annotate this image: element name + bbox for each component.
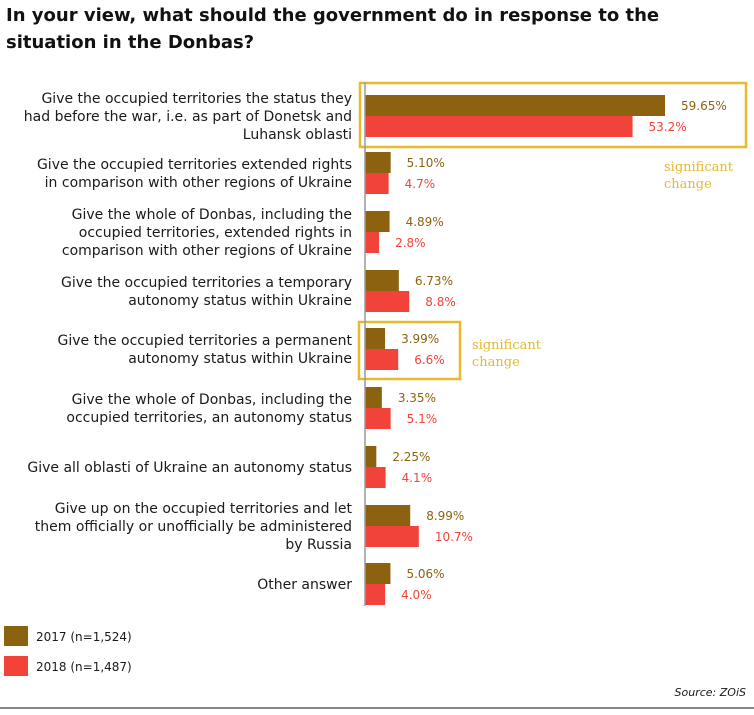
category-label: Other answer [257,577,352,593]
significant-change-note: significant [472,338,542,353]
labels-layer: Give the occupied territories the status… [24,91,734,602]
bar-2017 [365,446,377,467]
category-label: them officially or unofficially be admin… [35,519,352,535]
category-label: in comparison with other regions of Ukra… [45,175,352,191]
category-label: Give the whole of Donbas, including the [72,207,352,223]
category-label: Give the whole of Donbas, including the [72,392,352,408]
bar-2018 [365,584,386,605]
highlights-layer [357,81,748,381]
category-label: autonomy status within Ukraine [128,351,352,367]
significant-change-note: change [664,177,712,192]
category-label: had before the war, i.e. as part of Done… [24,109,352,125]
bar-2017 [365,152,391,173]
significant-change-note: change [472,355,520,370]
category-label: occupied territories, extended rights in [79,225,352,241]
highlight-box [358,81,748,149]
bars-layer [365,95,665,605]
bar-2018 [365,467,386,488]
bar-2017 [365,505,411,526]
source-note: Source: ZOiS [675,686,746,699]
category-label: Give the occupied territories the status… [41,91,352,107]
data-label-2018: 4.7% [405,177,436,191]
chart-title: In your view, what should the government… [6,5,660,53]
legend-swatch-2018 [4,656,28,676]
data-label-2018: 4.0% [401,588,432,602]
data-label-2018: 8.8% [425,295,456,309]
category-label: occupied territories, an autonomy status [66,410,352,426]
category-label: Give the occupied territories a temporar… [61,275,352,291]
bar-2018 [365,408,391,429]
legend-swatch-2017 [4,626,28,646]
legend-label-2018: 2018 (n=1,487) [36,660,132,674]
category-label: Give all oblasti of Ukraine an autonomy … [27,460,352,476]
bar-2017 [365,211,390,232]
bar-2018 [365,526,419,547]
significant-change-note: significant [664,160,734,175]
data-label-2017: 3.99% [401,332,439,346]
data-label-2017: 59.65% [681,99,727,113]
bar-2018 [365,116,633,137]
category-label: Luhansk oblasti [243,127,352,143]
data-label-2017: 2.25% [392,450,430,464]
bar-2017 [365,387,382,408]
bar-2018 [365,173,389,194]
data-label-2017: 8.99% [426,509,464,523]
bar-2017 [365,95,665,116]
bar-2017 [365,563,391,584]
bar-2017 [365,270,399,291]
category-label: Give the occupied territories extended r… [37,157,352,173]
highlight-box [357,320,462,381]
legend: 2017 (n=1,524) 2018 (n=1,487) [4,626,132,676]
data-label-2018: 53.2% [649,120,687,134]
data-label-2018: 2.8% [395,236,426,250]
bar-2018 [365,349,399,370]
bar-2017 [365,328,386,349]
data-label-2017: 6.73% [415,274,453,288]
category-label: comparison with other regions of Ukraine [62,243,352,259]
category-label: Give up on the occupied territories and … [55,501,353,517]
category-label: by Russia [285,537,352,553]
category-label: autonomy status within Ukraine [128,293,352,309]
data-label-2017: 5.10% [407,156,445,170]
data-label-2018: 10.7% [435,530,473,544]
bar-2018 [365,291,410,312]
data-label-2017: 5.06% [406,567,444,581]
data-label-2018: 4.1% [402,471,433,485]
data-label-2018: 5.1% [407,412,438,426]
data-label-2017: 3.35% [398,391,436,405]
data-label-2018: 6.6% [414,353,445,367]
data-label-2017: 4.89% [406,215,444,229]
category-label: Give the occupied territories a permanen… [58,333,353,349]
bar-2018 [365,232,380,253]
legend-label-2017: 2017 (n=1,524) [36,630,132,644]
